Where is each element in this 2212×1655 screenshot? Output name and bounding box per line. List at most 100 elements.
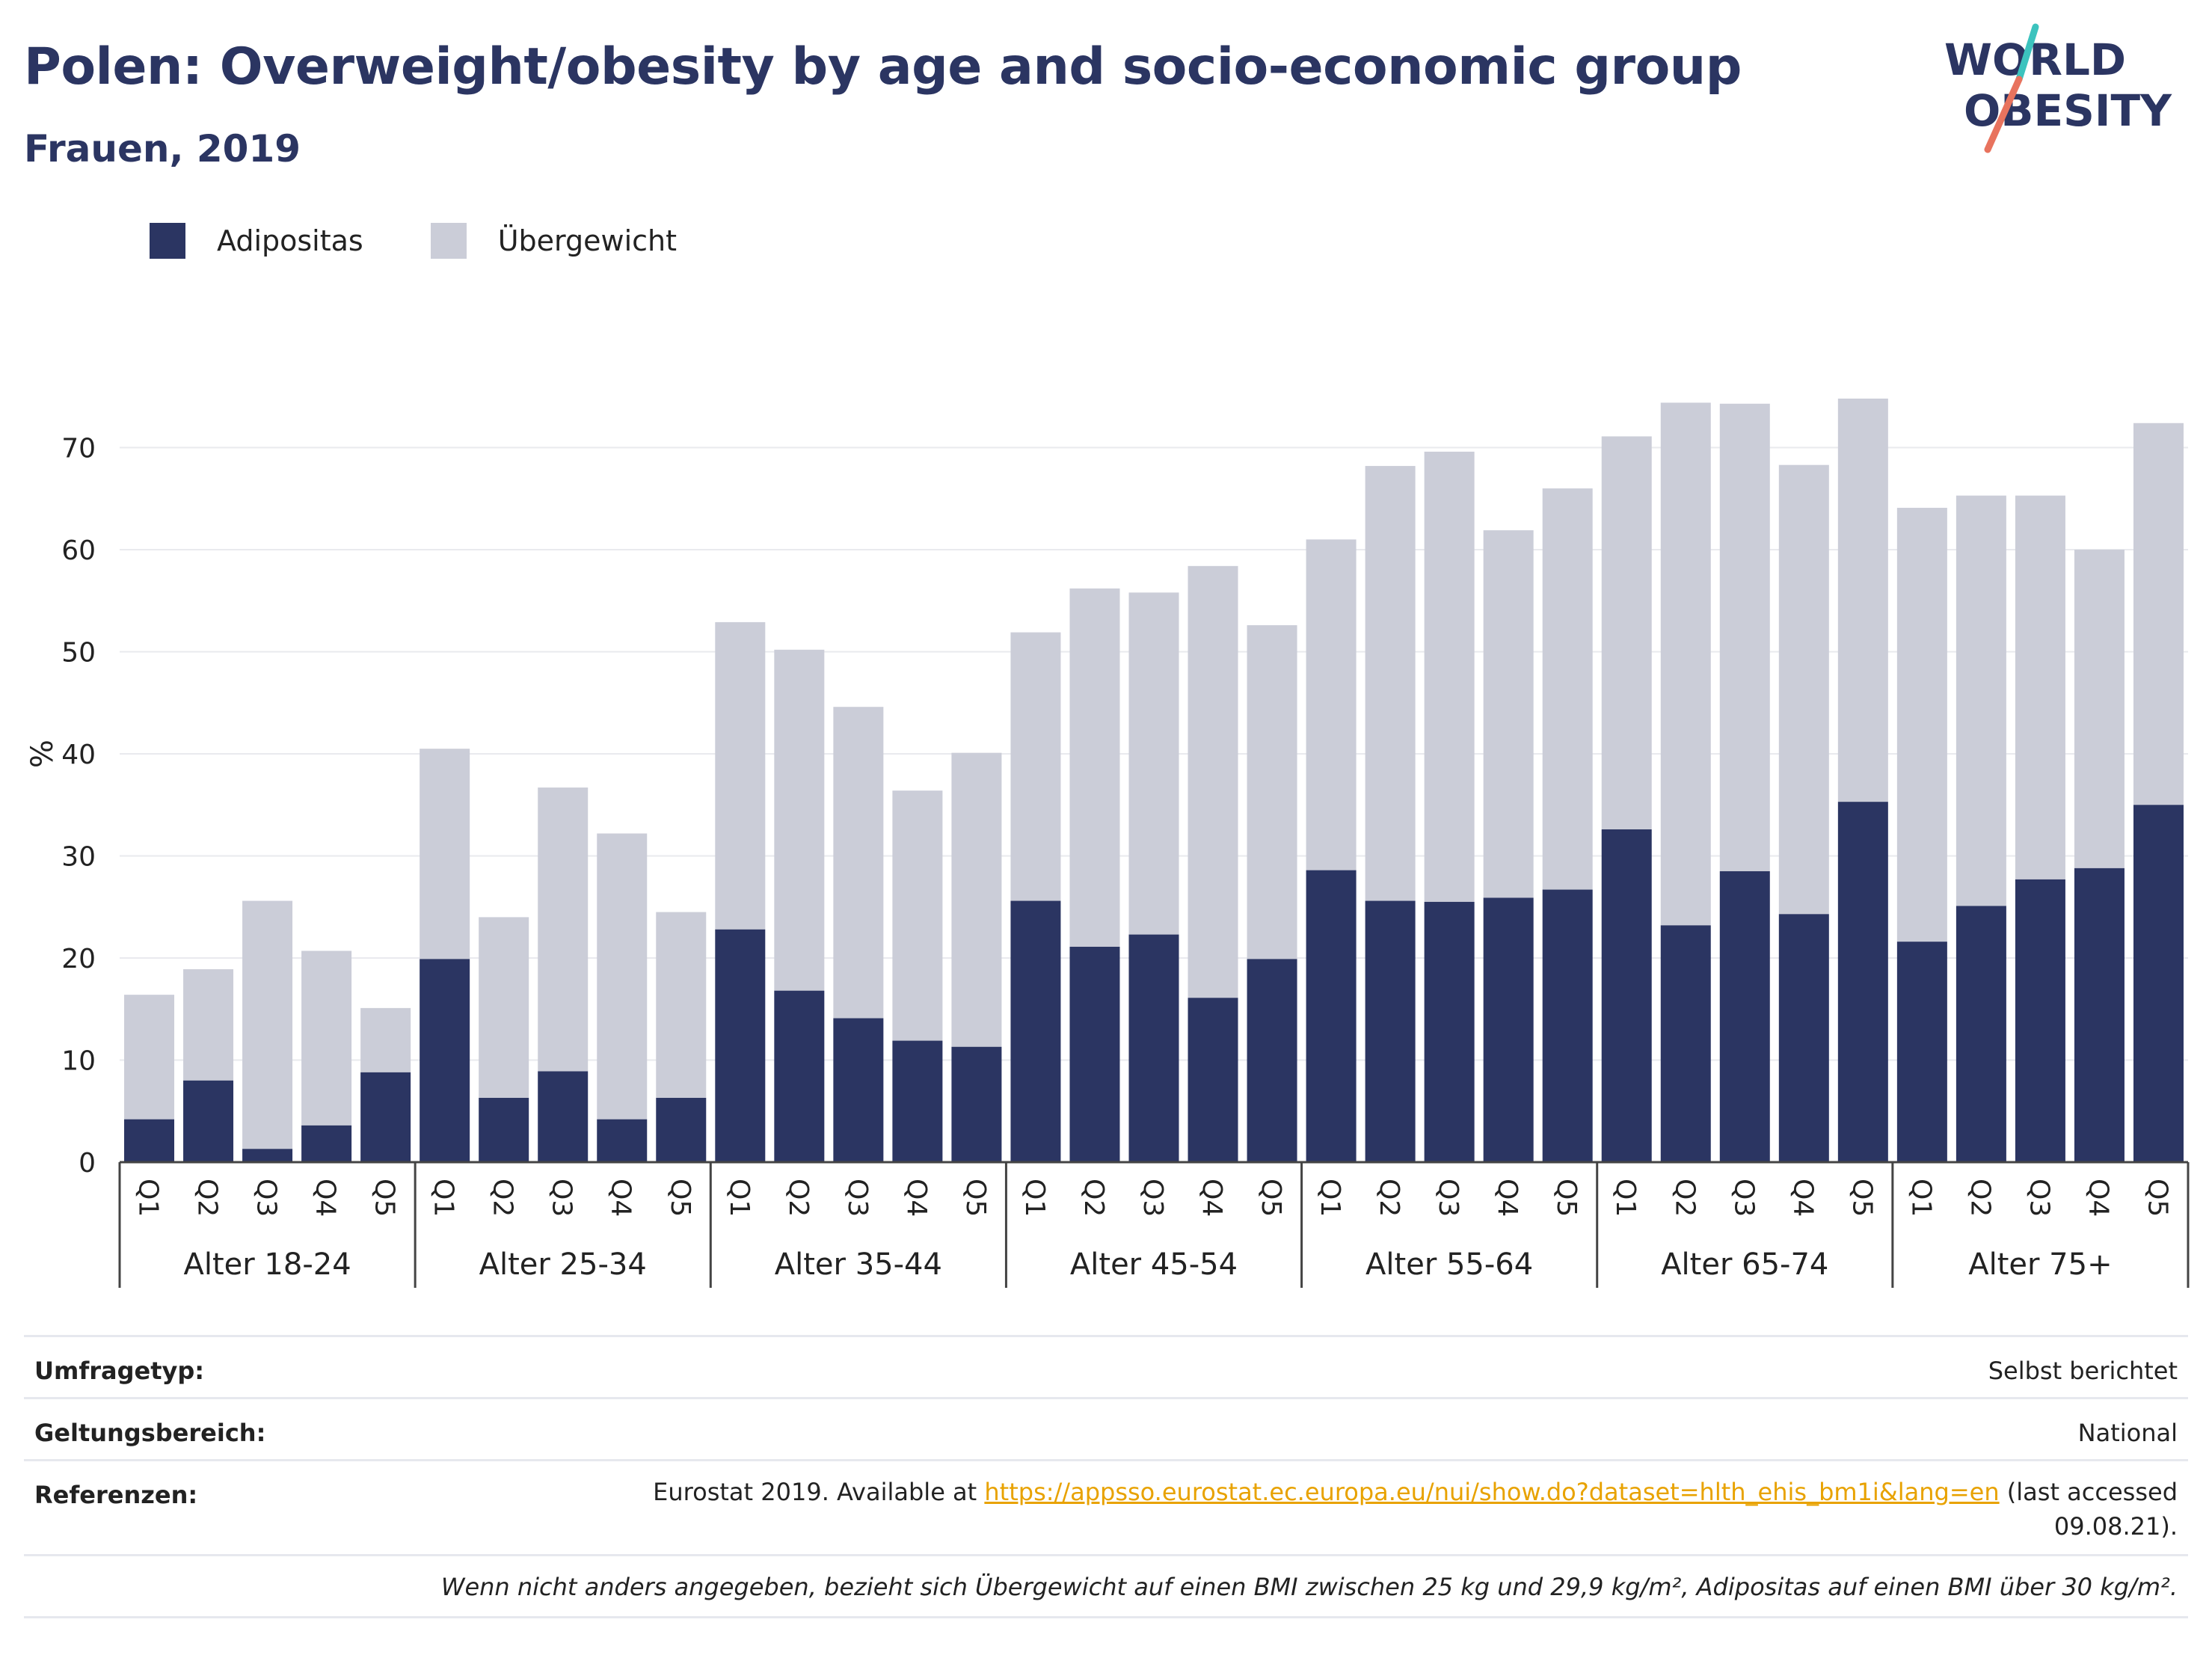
x-tick-label: Q5 [665,1179,695,1217]
references-value: Eurostat 2019. Available at https://apps… [653,1461,2188,1554]
bar-uebergewicht [1719,403,1770,871]
group-label: Alter 18-24 [183,1247,351,1282]
bar-uebergewicht [715,621,766,930]
bar-uebergewicht [1660,402,1711,926]
bar-uebergewicht [1365,466,1416,901]
scope-label: Geltungsbereich: [34,1419,266,1447]
bar-adipositas [1365,900,1416,1162]
survey-type-value: Selbst berichtet [1988,1357,2178,1385]
bar-uebergewicht [656,912,707,1099]
bar-uebergewicht [1778,464,1829,915]
bar-adipositas [1837,802,1888,1162]
references-date: 09.08.21). [2053,1512,2178,1541]
x-tick-label: Q2 [1374,1179,1404,1217]
x-tick-label: Q4 [1196,1179,1227,1217]
bar-uebergewicht [360,1007,411,1072]
bar-uebergewicht [2074,550,2125,868]
bar-uebergewicht [124,995,175,1120]
group-label: Alter 65-74 [1661,1247,1828,1282]
bar-uebergewicht [1306,539,1357,871]
bar-adipositas [2133,805,2184,1162]
bar-adipositas [1188,998,1238,1162]
x-tick-label: Q2 [1669,1179,1700,1217]
bar-uebergewicht [2015,495,2065,879]
footer-row-survey-type: Umfragetyp: Selbst berichtet [24,1335,2188,1397]
bar-adipositas [1601,829,1652,1162]
x-tick-label: Q2 [192,1179,223,1217]
bar-adipositas [1483,897,1534,1162]
legend-item-adipositas[interactable]: Adipositas [150,223,363,259]
x-tick-label: Q1 [1315,1179,1345,1217]
legend-item-uebergewicht[interactable]: Übergewicht [430,223,677,259]
bar-adipositas [420,959,470,1162]
x-tick-label: Q2 [1964,1179,1995,1217]
bar-adipositas [1896,942,1947,1162]
scope-value: National [2077,1419,2178,1447]
bar-uebergewicht [1188,565,1238,998]
stacked-bar-chart: 0 10 20 30 40 50 60 70% Q1 Q2 Q3 Q4 Q5 Q1 Q2 Q3 Q4 Q5 Q1 Q2… [25,398,2190,1288]
definition-note: Wenn nicht anders angegeben, bezieht sic… [440,1573,2178,1601]
x-tick-label: Q4 [1787,1179,1818,1217]
x-tick-label: Q2 [783,1179,814,1217]
y-tick-label: 50 [61,638,96,669]
group-label: Alter 35-44 [775,1247,942,1282]
x-tick-label: Q1 [724,1179,755,1217]
bar-adipositas [833,1018,884,1162]
references-link[interactable]: https://appsso.eurostat.ec.europa.eu/nui… [984,1478,2000,1506]
x-tick-label: Q3 [842,1179,873,1217]
bar-adipositas [1542,889,1593,1162]
bar-adipositas [1424,901,1475,1162]
bar-adipositas [1010,900,1061,1162]
survey-type-label: Umfragetyp: [34,1357,205,1385]
footer-row-note: Wenn nicht anders angegeben, bezieht sic… [24,1554,2188,1618]
y-tick-label: 30 [61,842,96,873]
bar-adipositas [597,1119,648,1162]
x-tick-label: Q3 [2024,1179,2054,1217]
bar-adipositas [124,1119,175,1162]
references-suffix: (last accessed [1999,1478,2178,1506]
bar-uebergewicht [479,917,529,1099]
svg-text:WORLD: WORLD [1944,34,2126,85]
x-tick-label: Q5 [960,1179,991,1217]
x-tick-label: Q3 [1137,1179,1168,1217]
footer-row-references: Referenzen: Eurostat 2019. Available at … [24,1459,2188,1554]
bar-adipositas [538,1071,589,1162]
x-tick-label: Q3 [251,1179,282,1217]
bar-uebergewicht [420,749,470,959]
chart-footer: Umfragetyp: Selbst berichtet Geltungsber… [24,1335,2188,1618]
bar-adipositas [360,1072,411,1162]
bar-adipositas [1956,906,2006,1162]
bar-adipositas [951,1046,1002,1162]
y-tick-label: 70 [61,434,96,464]
bar-uebergewicht [1128,592,1179,935]
legend-label-uebergewicht: Übergewicht [497,224,677,257]
bar-uebergewicht [951,752,1002,1047]
x-tick-label: Q5 [369,1179,400,1217]
bar-uebergewicht [183,969,234,1081]
bar-uebergewicht [1956,495,2006,906]
group-label: Alter 25-34 [479,1247,647,1282]
bar-adipositas [242,1149,293,1162]
y-tick-label: 60 [61,535,96,566]
bar-uebergewicht [1424,451,1475,902]
bar-uebergewicht [774,649,825,991]
bar-uebergewicht [1896,508,1947,942]
bar-adipositas [1128,934,1179,1162]
group-label: Alter 45-54 [1070,1247,1238,1282]
x-tick-label: Q2 [1078,1179,1109,1217]
x-tick-label: Q4 [606,1179,636,1217]
bar-uebergewicht [301,951,352,1126]
legend-label-adipositas: Adipositas [217,224,363,257]
bar-uebergewicht [1601,436,1652,830]
bar-adipositas [301,1125,352,1162]
x-tick-label: Q1 [428,1179,459,1217]
group-label: Alter 75+ [1968,1247,2112,1282]
x-tick-label: Q5 [1551,1179,1582,1217]
bar-uebergewicht [2133,423,2184,805]
bar-adipositas [1778,914,1829,1162]
bar-adipositas [1660,925,1711,1162]
bar-uebergewicht [833,707,884,1019]
x-tick-label: Q5 [1256,1179,1286,1217]
group-label: Alter 55-64 [1365,1247,1533,1282]
y-tick-label: 10 [61,1046,96,1077]
